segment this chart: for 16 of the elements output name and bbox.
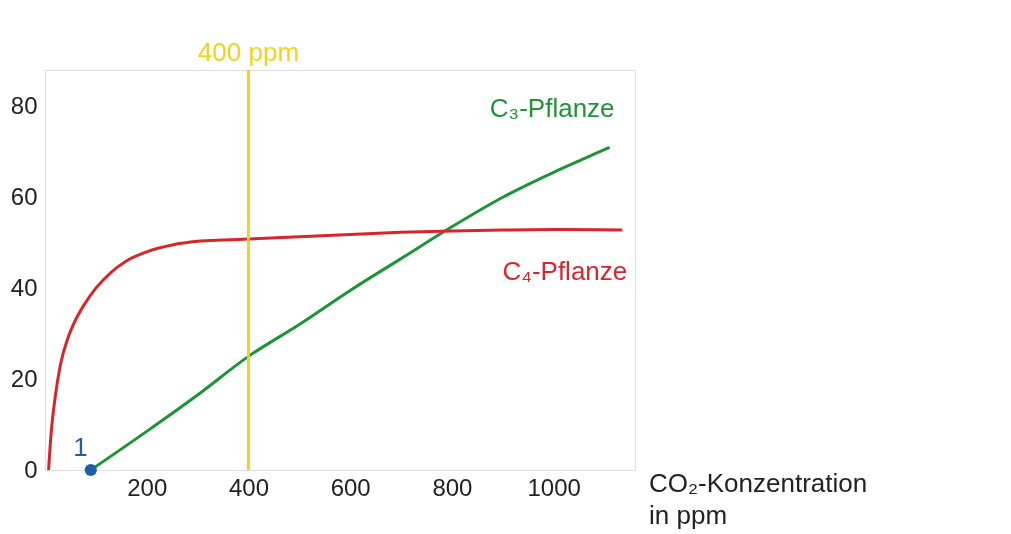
x-tick-label: 600 bbox=[330, 473, 371, 501]
x-tick-label: 200 bbox=[127, 473, 168, 501]
y-tick-label: 20 bbox=[10, 364, 38, 392]
line-series bbox=[47, 228, 624, 472]
y-tick-label: 80 bbox=[10, 91, 38, 119]
series-label: C₄-Pflanze bbox=[502, 256, 628, 286]
y-tick-label: 40 bbox=[10, 273, 38, 301]
annotation: 1 bbox=[73, 432, 88, 462]
x-tick-label: 400 bbox=[228, 473, 269, 501]
x-axis-title: CO₂-Konzentration in ppm bbox=[649, 468, 868, 530]
x-tick-label: 1000 bbox=[527, 473, 581, 501]
series-label: C₃-Pflanze bbox=[489, 93, 615, 124]
y-tick-label: 0 bbox=[24, 455, 38, 483]
ref-line-label: 400 ppm bbox=[197, 37, 300, 67]
y-tick-label: 60 bbox=[10, 182, 38, 210]
x-tick-label: 800 bbox=[432, 473, 473, 501]
